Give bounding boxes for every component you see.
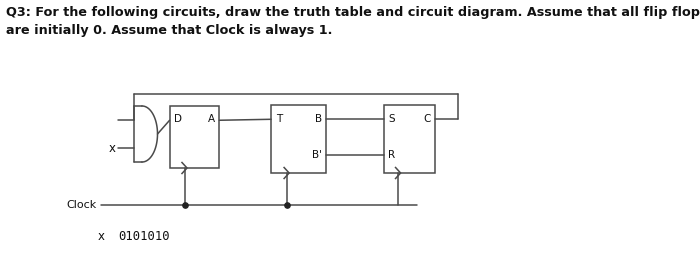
Bar [169, 106, 219, 168]
Text: Q3: For the following circuits, draw the truth table and circuit diagram. Assume: Q3: For the following circuits, draw the… [6, 6, 700, 19]
Text: A: A [208, 114, 215, 124]
Text: Clock: Clock [66, 200, 97, 210]
Text: are initially 0. Assume that Clock is always 1.: are initially 0. Assume that Clock is al… [6, 24, 332, 37]
Text: x: x [109, 142, 116, 155]
Text: T: T [276, 114, 282, 124]
Text: S: S [388, 114, 395, 124]
Text: x: x [98, 230, 105, 242]
Text: 0101010: 0101010 [118, 230, 170, 242]
Text: C: C [424, 114, 431, 124]
Bar [384, 105, 435, 173]
Text: R: R [388, 150, 395, 160]
Text: B': B' [312, 150, 321, 160]
Text: B: B [314, 114, 321, 124]
Text: D: D [174, 114, 182, 124]
Bar [271, 105, 326, 173]
